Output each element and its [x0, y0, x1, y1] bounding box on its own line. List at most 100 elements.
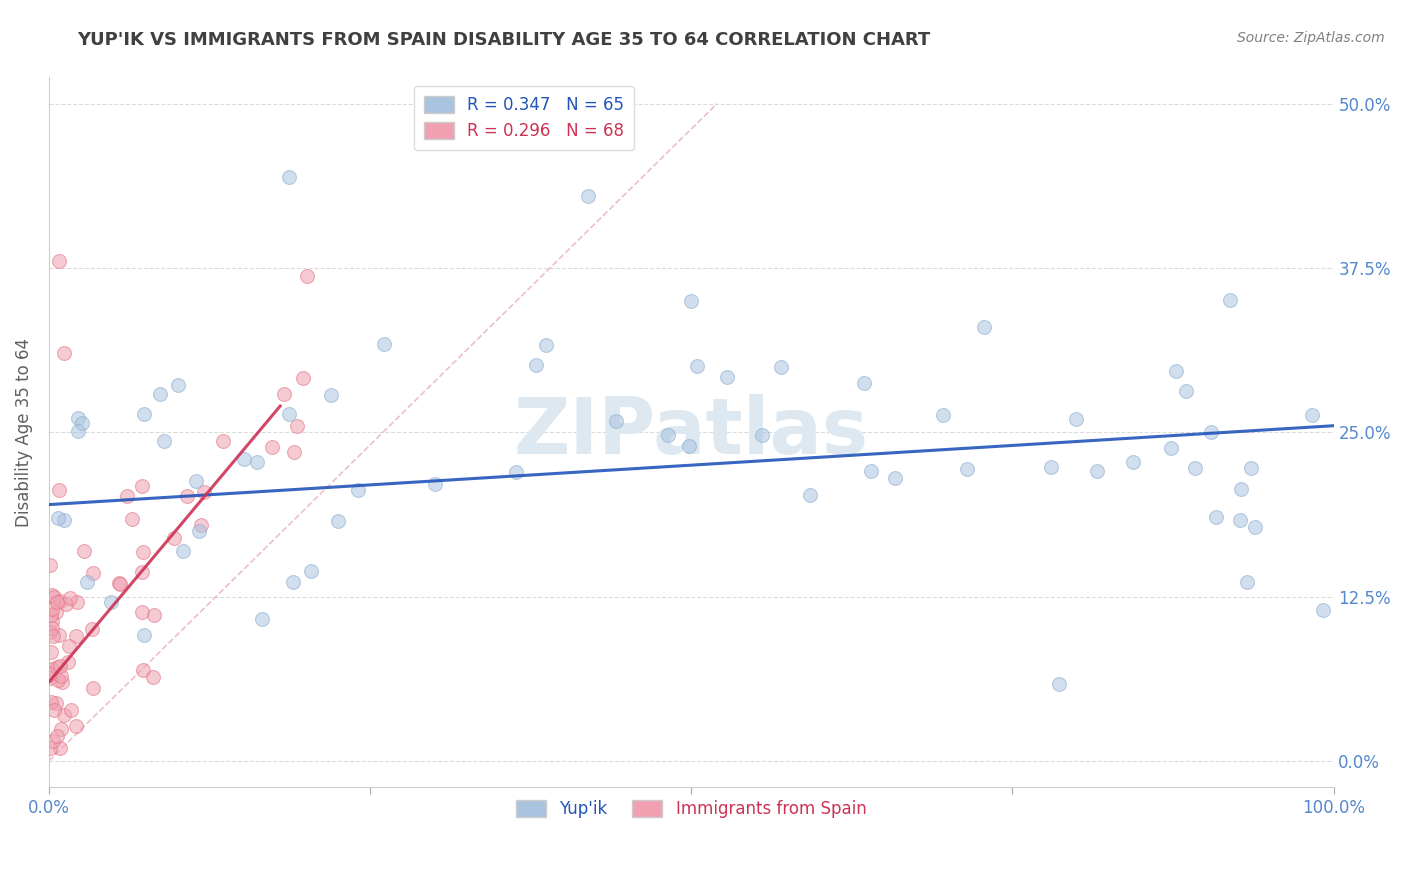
Yup'ik: [534, 338, 557, 352]
Yup'ik: [1184, 461, 1206, 475]
Immigrants from Spain: [45, 729, 67, 743]
Yup'ik: [250, 612, 273, 626]
Yup'ik: [678, 440, 700, 454]
Yup'ik: [853, 376, 876, 391]
Yup'ik: [1199, 425, 1222, 440]
Immigrants from Spain: [46, 673, 69, 688]
Yup'ik: [1160, 442, 1182, 456]
Yup'ik: [884, 471, 907, 485]
Immigrants from Spain: [41, 602, 63, 616]
Immigrants from Spain: [176, 489, 198, 503]
Immigrants from Spain: [42, 733, 65, 747]
Immigrants from Spain: [285, 418, 308, 433]
Immigrants from Spain: [48, 483, 70, 498]
Y-axis label: Disability Age 35 to 64: Disability Age 35 to 64: [15, 338, 32, 527]
Immigrants from Spain: [48, 627, 70, 641]
Immigrants from Spain: [49, 740, 72, 755]
Yup'ik: [1205, 510, 1227, 524]
Immigrants from Spain: [51, 675, 73, 690]
Yup'ik: [278, 407, 301, 421]
Yup'ik: [172, 544, 194, 558]
Yup'ik: [605, 414, 627, 428]
Immigrants from Spain: [46, 595, 69, 609]
Immigrants from Spain: [42, 629, 65, 643]
Immigrants from Spain: [39, 667, 62, 681]
Immigrants from Spain: [41, 621, 63, 635]
Immigrants from Spain: [132, 544, 155, 558]
Immigrants from Spain: [297, 268, 319, 283]
Immigrants from Spain: [48, 254, 70, 268]
Yup'ik: [932, 409, 955, 423]
Yup'ik: [578, 188, 600, 202]
Immigrants from Spain: [59, 591, 82, 605]
Immigrants from Spain: [142, 607, 165, 622]
Yup'ik: [686, 359, 709, 374]
Immigrants from Spain: [59, 703, 82, 717]
Immigrants from Spain: [260, 441, 283, 455]
Yup'ik: [72, 416, 94, 430]
Immigrants from Spain: [39, 671, 62, 685]
Yup'ik: [859, 464, 882, 478]
Yup'ik: [67, 424, 90, 438]
Yup'ik: [1236, 575, 1258, 590]
Immigrants from Spain: [121, 512, 143, 526]
Yup'ik: [347, 483, 370, 497]
Immigrants from Spain: [115, 489, 138, 503]
Immigrants from Spain: [131, 565, 153, 579]
Immigrants from Spain: [42, 590, 65, 604]
Immigrants from Spain: [193, 484, 215, 499]
Yup'ik: [134, 628, 156, 642]
Immigrants from Spain: [45, 605, 67, 619]
Yup'ik: [373, 336, 395, 351]
Immigrants from Spain: [291, 371, 314, 385]
Immigrants from Spain: [82, 681, 104, 695]
Immigrants from Spain: [41, 588, 63, 602]
Immigrants from Spain: [72, 543, 94, 558]
Yup'ik: [1039, 460, 1062, 475]
Immigrants from Spain: [53, 346, 76, 360]
Immigrants from Spain: [39, 624, 62, 639]
Yup'ik: [1085, 465, 1108, 479]
Immigrants from Spain: [41, 614, 63, 628]
Immigrants from Spain: [39, 558, 62, 572]
Yup'ik: [67, 410, 90, 425]
Immigrants from Spain: [56, 656, 79, 670]
Text: YUP'IK VS IMMIGRANTS FROM SPAIN DISABILITY AGE 35 TO 64 CORRELATION CHART: YUP'IK VS IMMIGRANTS FROM SPAIN DISABILI…: [77, 31, 931, 49]
Immigrants from Spain: [65, 718, 87, 732]
Yup'ik: [1301, 408, 1323, 422]
Yup'ik: [1122, 455, 1144, 469]
Immigrants from Spain: [65, 629, 87, 643]
Yup'ik: [524, 359, 547, 373]
Yup'ik: [956, 462, 979, 476]
Yup'ik: [751, 427, 773, 442]
Yup'ik: [1164, 364, 1187, 378]
Yup'ik: [1064, 412, 1087, 426]
Immigrants from Spain: [273, 387, 295, 401]
Immigrants from Spain: [131, 478, 153, 492]
Immigrants from Spain: [39, 608, 62, 623]
Immigrants from Spain: [45, 659, 67, 673]
Text: ZIPatlas: ZIPatlas: [513, 394, 869, 470]
Yup'ik: [167, 378, 190, 392]
Yup'ik: [319, 388, 342, 402]
Yup'ik: [246, 455, 269, 469]
Immigrants from Spain: [41, 662, 63, 676]
Yup'ik: [505, 465, 527, 479]
Yup'ik: [132, 408, 155, 422]
Immigrants from Spain: [108, 576, 131, 591]
Immigrants from Spain: [82, 623, 104, 637]
Yup'ik: [100, 595, 122, 609]
Yup'ik: [1312, 603, 1334, 617]
Text: Source: ZipAtlas.com: Source: ZipAtlas.com: [1237, 31, 1385, 45]
Yup'ik: [657, 428, 679, 442]
Yup'ik: [1244, 519, 1267, 533]
Yup'ik: [278, 169, 301, 184]
Immigrants from Spain: [131, 605, 153, 619]
Immigrants from Spain: [52, 708, 75, 723]
Legend: Yup'ik, Immigrants from Spain: Yup'ik, Immigrants from Spain: [509, 794, 873, 825]
Immigrants from Spain: [163, 531, 186, 545]
Yup'ik: [53, 513, 76, 527]
Yup'ik: [423, 476, 446, 491]
Yup'ik: [1174, 384, 1197, 398]
Yup'ik: [1229, 513, 1251, 527]
